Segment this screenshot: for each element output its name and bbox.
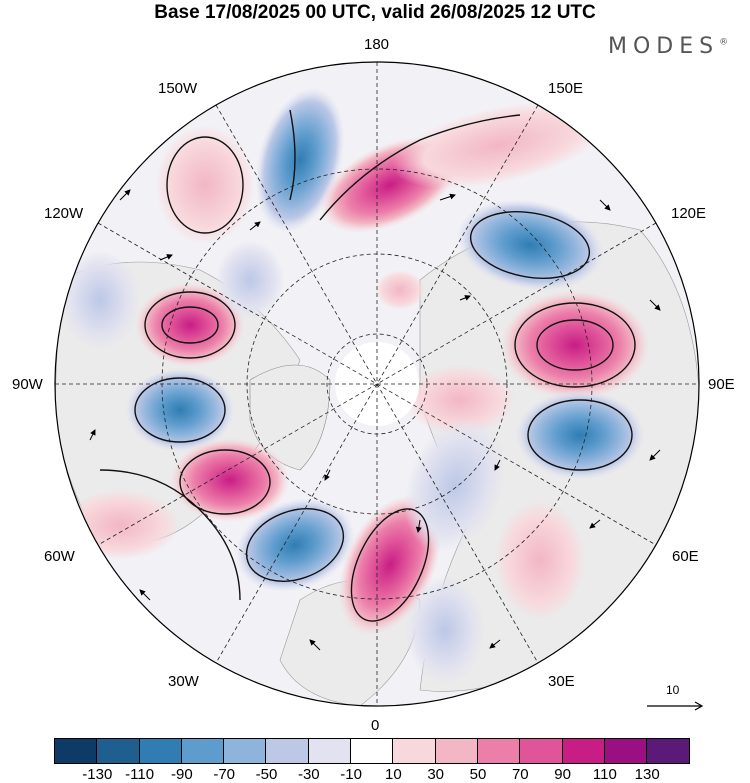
registered-mark: ® [719, 37, 729, 48]
anomaly-negative [455, 198, 605, 292]
lon-label-90e: 90E [708, 376, 735, 393]
colorbar-swatch [224, 739, 267, 763]
colorbar-swatch [647, 739, 690, 763]
reference-vector-arrow [647, 701, 704, 711]
colorbar-swatch [351, 739, 394, 763]
lon-label-150w: 150W [158, 80, 198, 97]
lon-label-30w: 30W [168, 673, 199, 690]
colorbar-tick-label: 70 [511, 766, 529, 783]
anomaly-positive [405, 365, 515, 435]
colorbar-swatch [477, 739, 521, 763]
colorbar-tick-label: 10 [385, 766, 402, 783]
colorbar-tick-label: -70 [213, 766, 236, 783]
lon-label-0: 0 [371, 717, 380, 734]
lon-label-30e: 30E [548, 673, 575, 690]
anomaly-positive [170, 438, 290, 522]
colorbar-tick-label: 90 [554, 766, 571, 783]
chart-title: Base 17/08/2025 00 UTC, valid 26/08/2025… [154, 2, 596, 23]
anomaly-positive [60, 490, 180, 560]
lon-label-90w: 90W [12, 376, 43, 393]
reference-vector-value: 10 [666, 683, 680, 697]
anomaly-negative [60, 250, 140, 350]
colorbar-tick-label: 110 [592, 766, 617, 783]
colorbar-swatch [604, 739, 648, 763]
colorbar-swatch [181, 739, 225, 763]
anomaly-negative [515, 390, 645, 480]
colorbar-swatch [435, 739, 478, 763]
colorbar-tick-label: -30 [297, 766, 320, 783]
anomaly-positive [135, 283, 245, 367]
colorbar-tick-label: 50 [469, 766, 487, 783]
anomaly-negative [405, 575, 485, 685]
anomaly-negative [234, 497, 356, 593]
anomaly-negative [403, 417, 507, 553]
colorbar-swatch [308, 739, 352, 763]
map-boundary [54, 61, 700, 707]
colorbar-swatch [393, 739, 436, 763]
colorbar-tick-label: -130 [82, 766, 113, 783]
anomaly-negative [215, 240, 285, 320]
anomaly-positive [392, 101, 608, 189]
colorbar-swatch [520, 739, 563, 763]
lon-label-60w: 60W [44, 548, 75, 565]
anomaly-positive [375, 270, 425, 310]
colorbar-tick-label: -110 [125, 766, 155, 783]
lon-label-120e: 120E [671, 205, 707, 222]
brand-text: MODES [608, 34, 720, 59]
colorbar-swatch [139, 739, 182, 763]
colorbar-tick-label: 130 [634, 766, 660, 783]
graticule [55, 62, 699, 706]
lon-label-60e: 60E [672, 548, 699, 565]
colorbar-swatch [55, 739, 98, 763]
colorbar-tick-label: -10 [340, 766, 362, 783]
colorbar-tick-label: -50 [255, 766, 278, 783]
colorbar-swatch [266, 739, 309, 763]
colorbar-swatch [97, 739, 140, 763]
colorbar [54, 738, 691, 764]
modes-logo: MODES® [608, 34, 728, 59]
anomaly-positive [155, 125, 255, 245]
anomaly-positive [495, 500, 585, 620]
anomaly-negative [125, 368, 235, 452]
wind-vectors [89, 189, 661, 651]
colorbar-tick-label: -90 [171, 766, 193, 783]
colorbar-tick-label: 30 [427, 766, 445, 783]
colorbar-swatch [562, 739, 605, 763]
lon-label-150e: 150E [548, 80, 584, 97]
streamlines [99, 109, 636, 622]
anomaly-positive [500, 290, 650, 400]
lon-label-180: 180 [364, 36, 390, 53]
lon-label-120w: 120W [44, 205, 84, 222]
